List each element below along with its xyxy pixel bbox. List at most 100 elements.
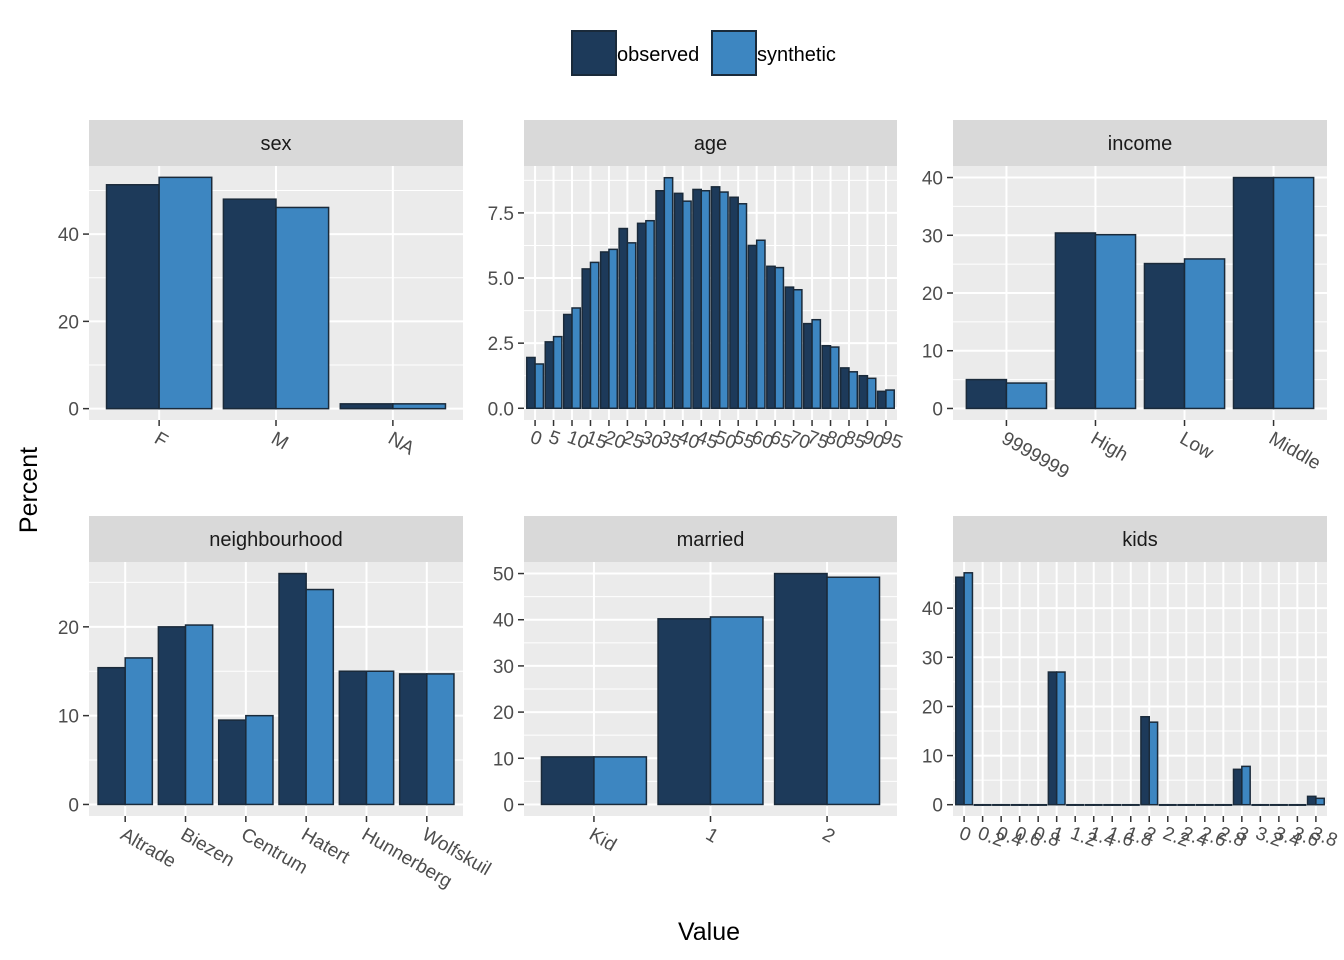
y-tick-label: 40 (493, 611, 514, 632)
bar-synthetic (1241, 765, 1251, 806)
bar-synthetic (365, 670, 395, 806)
bar-observed (544, 341, 555, 410)
bar-observed (581, 268, 592, 410)
bar-synthetic (885, 389, 895, 410)
y-tick-label: 10 (922, 747, 943, 768)
bar-synthetic (826, 576, 881, 806)
facet-income: income 0 10 20 30 40 9999999 High Low Middle (922, 120, 1327, 483)
facet-title: income (1108, 133, 1172, 155)
bar-synthetic (1259, 803, 1270, 806)
bar-synthetic (737, 203, 748, 410)
bar-synthetic (1129, 803, 1140, 806)
x-axis-title: Value (678, 918, 740, 946)
legend-key-observed (571, 30, 617, 76)
bar-synthetic (1148, 721, 1159, 806)
y-tick-label: 40 (922, 169, 943, 190)
bar-observed (1232, 176, 1275, 410)
y-tick-label: 40 (58, 225, 79, 246)
x-tick-label: 2 (1142, 823, 1159, 846)
bar-synthetic (1074, 803, 1085, 806)
facet-title: kids (1122, 529, 1158, 551)
strip-background (89, 516, 463, 562)
y-tick-label: 10 (922, 342, 943, 363)
bar-synthetic (589, 261, 600, 410)
x-tick-label: 0 (527, 427, 544, 450)
bar-synthetic (682, 200, 692, 410)
bar-synthetic (755, 239, 766, 410)
y-tick-label: 20 (922, 284, 943, 305)
bar-observed (97, 666, 126, 806)
facet-title: neighbourhood (209, 529, 342, 551)
x-tick-label: Kid (585, 824, 619, 856)
y-axis-title: Percent (15, 447, 43, 533)
bar-observed (955, 576, 965, 806)
bar-observed (692, 188, 703, 410)
bar-synthetic (1055, 671, 1066, 806)
bar-observed (1054, 232, 1097, 410)
x-tick-label: 9999999 (998, 428, 1073, 483)
bar-observed (657, 618, 712, 806)
x-tick-label: F (151, 428, 172, 452)
y-tick-label: 50 (493, 565, 514, 586)
bar-observed (1288, 803, 1299, 806)
x-tick-label: 1 (702, 824, 722, 847)
bar-synthetic (593, 756, 648, 806)
bar-synthetic (792, 288, 803, 410)
bar-observed (278, 572, 307, 806)
bar-observed (1306, 795, 1317, 806)
y-tick-label: 30 (922, 226, 943, 247)
bar-observed (1010, 803, 1021, 806)
bar-observed (540, 756, 595, 806)
bar-observed (222, 198, 277, 410)
bar-synthetic (774, 266, 785, 410)
bar-synthetic (1315, 797, 1325, 806)
legend-label-observed: observed (617, 44, 699, 66)
bar-synthetic (811, 318, 822, 410)
bar-observed (562, 313, 573, 410)
bar-observed (1177, 803, 1188, 806)
x-tick-label: 1 (1049, 823, 1066, 846)
bar-observed (339, 403, 394, 410)
bar-synthetic (184, 624, 214, 806)
bar-synthetic (963, 572, 974, 806)
bar-observed (618, 227, 629, 410)
bar-synthetic (1000, 803, 1011, 806)
bar-observed (157, 626, 187, 806)
bar-synthetic (700, 189, 711, 410)
bar-observed (839, 367, 850, 410)
x-tick-label: 3 (1234, 823, 1251, 846)
bar-synthetic (1183, 258, 1226, 410)
bar-observed (876, 390, 887, 410)
x-tick-label: 95 (878, 427, 905, 454)
bar-synthetic (275, 206, 330, 410)
panel-background (953, 562, 1327, 816)
bar-observed (1195, 803, 1206, 806)
y-tick-label: 10 (58, 707, 79, 728)
bar-observed (992, 803, 1002, 806)
bar-observed (766, 265, 776, 410)
x-tick-label: High (1087, 428, 1131, 466)
facet-title: sex (260, 133, 291, 155)
bar-observed (636, 222, 647, 410)
y-tick-label: 20 (493, 703, 514, 724)
y-tick-label: 0 (503, 795, 514, 816)
bar-synthetic (245, 714, 274, 806)
facet-married: married 0 10 20 30 40 50 Kid 1 2 (493, 516, 897, 856)
x-tick-label: 2 (819, 824, 839, 847)
y-tick-label: 30 (493, 657, 514, 678)
y-tick-label: 0.0 (488, 399, 514, 420)
bar-synthetic (392, 403, 447, 410)
bar-observed (821, 345, 832, 410)
bar-synthetic (626, 242, 637, 410)
bar-observed (217, 719, 247, 806)
bar-observed (747, 244, 758, 410)
bar-synthetic (866, 377, 877, 410)
facet-sex: sex 0 20 40 F M NA (58, 120, 463, 460)
bar-observed (1103, 803, 1113, 806)
x-tick-label: Middle (1265, 428, 1324, 474)
y-tick-label: 10 (493, 749, 514, 770)
bar-observed (655, 189, 666, 410)
